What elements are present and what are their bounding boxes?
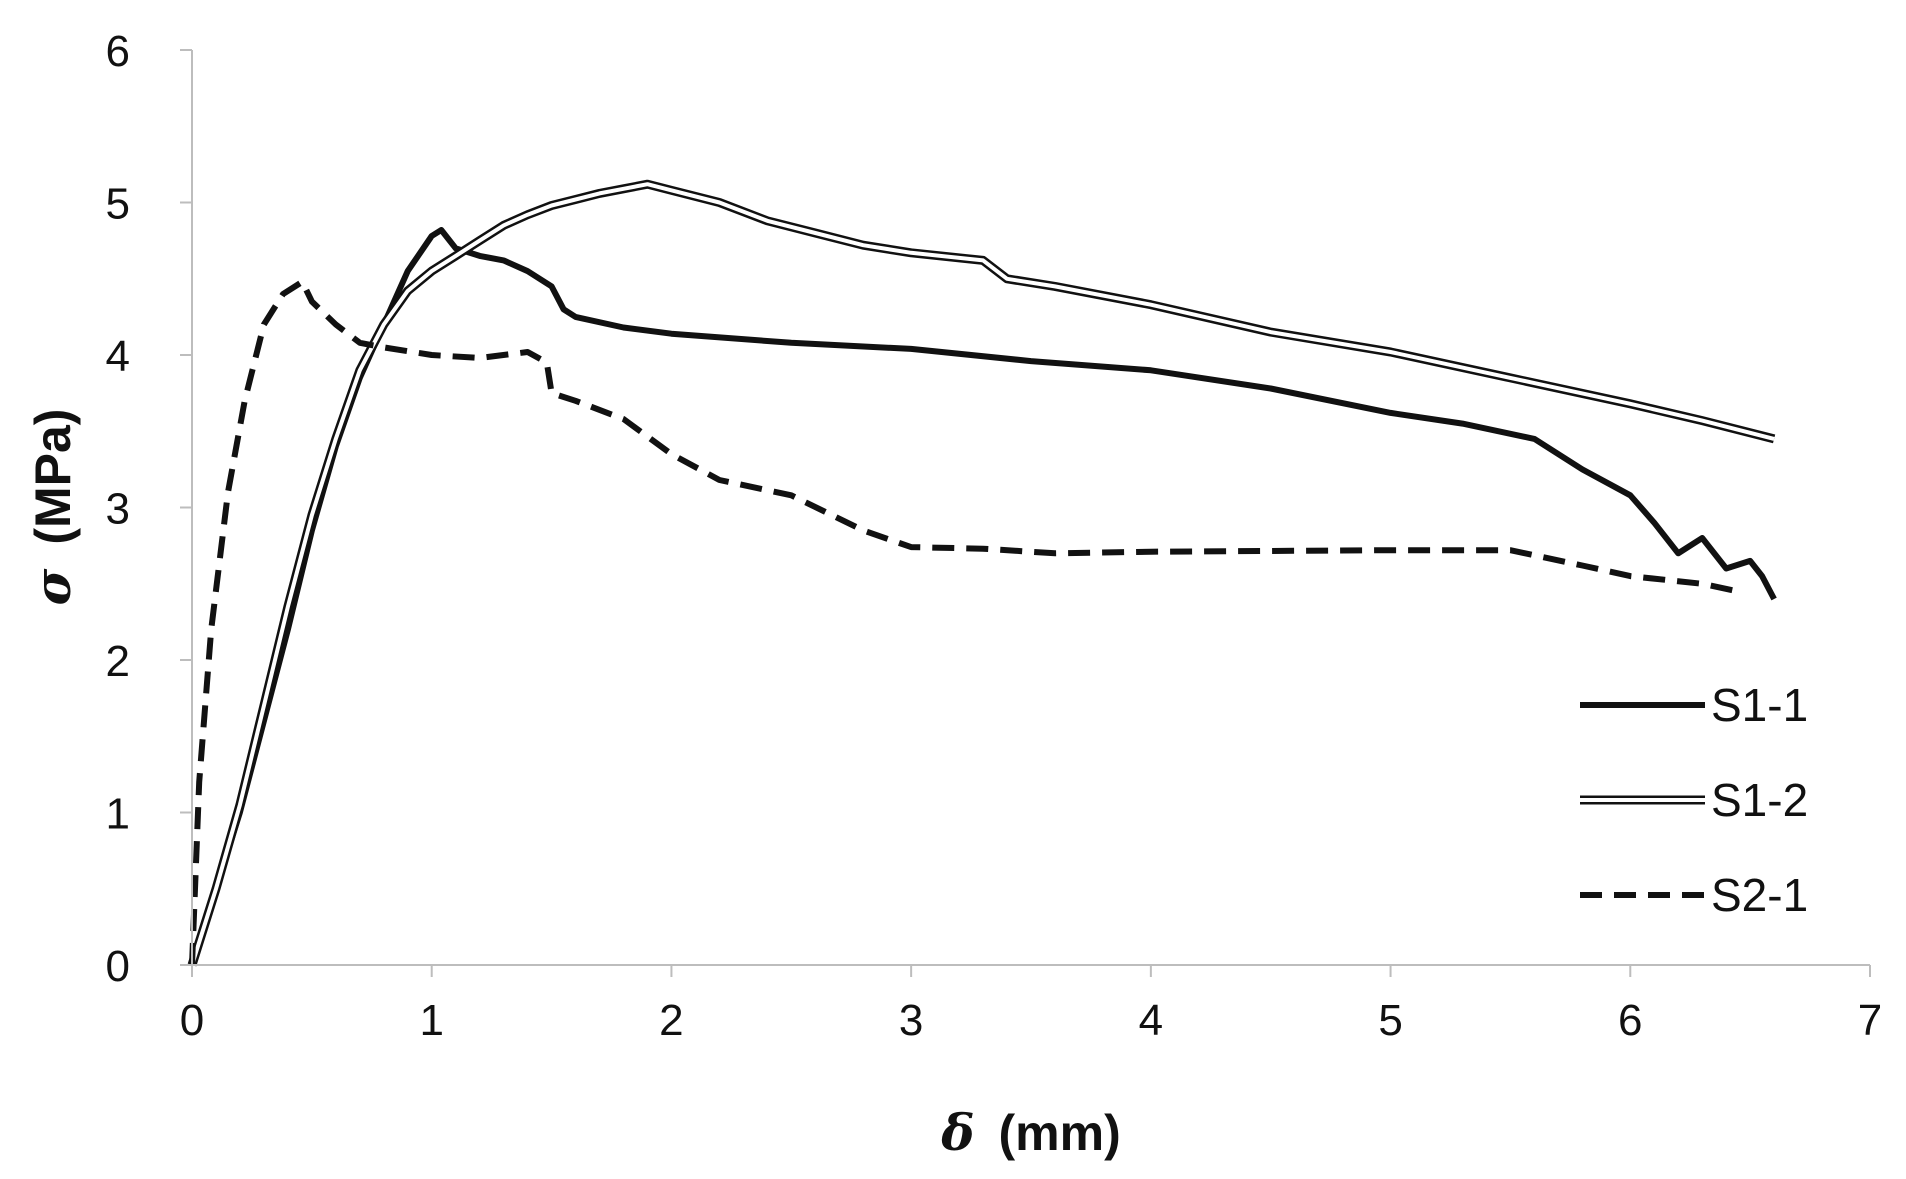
x-tick-label: 6 — [1618, 996, 1642, 1045]
series-s2-1-line — [189, 278, 1739, 966]
series-s1-1-line — [189, 227, 1777, 966]
y-tick-label: 6 — [106, 27, 130, 76]
series-s1-1 — [189, 227, 1777, 966]
legend-label: S1-2 — [1711, 774, 1808, 826]
y-axis-unit: (MPa) — [25, 409, 81, 545]
series-s1-2-inner — [190, 182, 1775, 966]
x-tick-label: 0 — [180, 996, 204, 1045]
series-s1-2-outline — [187, 179, 1776, 967]
y-tick-label: 2 — [106, 637, 130, 686]
y-axis-label: σ (MPa) — [23, 409, 82, 606]
y-tick-label: 0 — [106, 942, 130, 991]
y-tick-label: 4 — [106, 332, 130, 381]
x-tick-label: 7 — [1858, 996, 1882, 1045]
y-tick-label: 5 — [106, 180, 130, 229]
x-axis-symbol: δ — [940, 1103, 974, 1162]
legend: S1-1 S1-2 S2-1 — [1580, 679, 1808, 921]
series-layer — [187, 179, 1777, 967]
x-tick-label: 5 — [1378, 996, 1402, 1045]
legend-label: S1-1 — [1711, 679, 1808, 731]
x-tick-label: 2 — [659, 996, 683, 1045]
x-axis-unit: (mm) — [999, 1105, 1121, 1161]
x-tick-label: 4 — [1139, 996, 1163, 1045]
y-axis-symbol: σ — [23, 568, 82, 605]
x-axis-label: δ (mm) — [940, 1103, 1120, 1162]
axes — [191, 50, 1870, 966]
series-s2-1 — [189, 278, 1739, 966]
y-tick-label: 3 — [106, 485, 130, 534]
ticks: 0 1 2 3 4 5 6 7 0 1 2 3 4 5 6 — [106, 27, 1883, 1045]
x-tick-label: 1 — [419, 996, 443, 1045]
series-s1-2 — [187, 179, 1776, 967]
y-tick-label: 1 — [106, 790, 130, 839]
x-tick-label: 3 — [899, 996, 923, 1045]
legend-label: S2-1 — [1711, 869, 1808, 921]
